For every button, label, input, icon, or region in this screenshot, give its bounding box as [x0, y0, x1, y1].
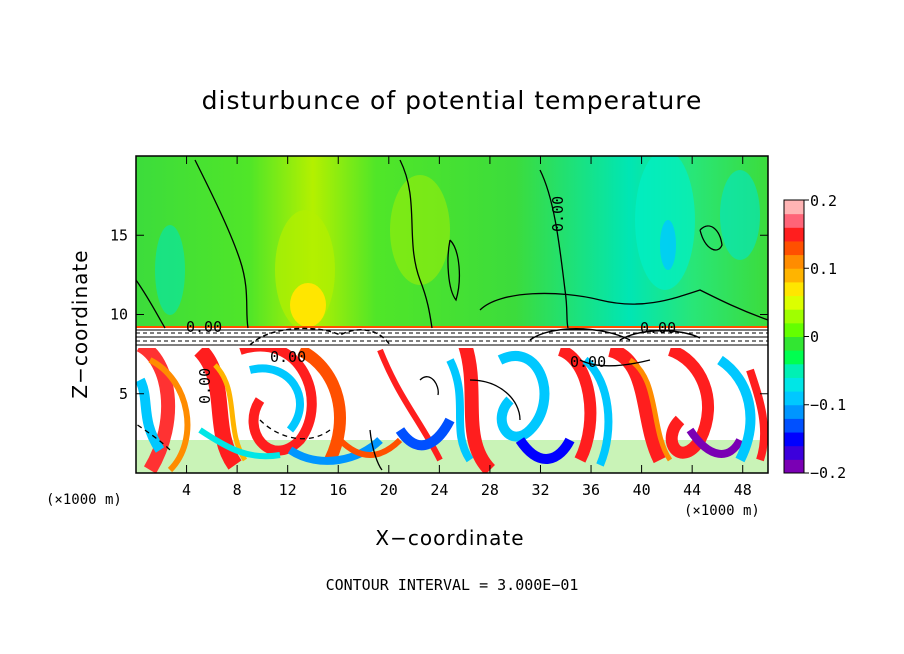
field-lower — [136, 328, 768, 473]
colorbar-swatch — [784, 404, 804, 419]
x-tick-label: 40 — [633, 481, 651, 499]
x-axis: 4 8 12 16 20 24 28 32 36 40 44 48 — [182, 156, 752, 499]
colorbar-tick-label: −0.1 — [810, 396, 846, 414]
colorbar-swatch — [784, 322, 804, 337]
x-tick-label: 44 — [683, 481, 701, 499]
x-tick-label: 8 — [233, 481, 242, 499]
x-tick-label: 28 — [481, 481, 499, 499]
colorbar-swatch — [784, 432, 804, 447]
contour-label: 0.00 — [186, 318, 222, 336]
colorbar-labels: 0.2 0.1 0 −0.1 −0.2 — [810, 192, 846, 482]
colorbar-swatch — [784, 363, 804, 378]
contour-label-group: 0.00 0.00 0.00 0.00 0.00 0.00 — [186, 196, 676, 404]
chart-title: disturbunce of potential temperature — [201, 86, 703, 115]
colorbar-swatch — [784, 336, 804, 351]
x-tick-label: 4 — [182, 481, 191, 499]
colorbar-swatch — [784, 391, 804, 406]
contour-label: 0.00 — [270, 348, 306, 366]
x-tick-label: 12 — [279, 481, 297, 499]
x-unit-label: (×1000 m) — [684, 503, 760, 519]
colorbar-swatch — [784, 295, 804, 310]
x-tick-label: 32 — [531, 481, 549, 499]
colorbar-swatch — [784, 227, 804, 242]
colorbar-swatch — [784, 240, 804, 256]
colorbar-tick-label: 0 — [810, 328, 819, 346]
colorbar-swatch — [784, 377, 804, 392]
colorbar-tick-label: 0.2 — [810, 192, 837, 210]
x-axis-label: X−coordinate — [375, 526, 525, 550]
interface-layer — [136, 326, 768, 348]
contour-label: 0.00 — [640, 319, 676, 337]
colorbar-swatch — [784, 459, 804, 474]
colorbar-swatch — [784, 309, 804, 324]
colorbar-swatch — [784, 418, 804, 433]
contour-interval-text: CONTOUR INTERVAL = 3.000E−01 — [325, 576, 579, 594]
colorbar-tick-label: −0.2 — [810, 464, 846, 482]
y-tick-label: 10 — [110, 306, 128, 324]
z-unit-label: (×1000 m) — [46, 492, 122, 508]
colorbar-tick-label: 0.1 — [810, 260, 837, 278]
x-tick-label: 16 — [329, 481, 347, 499]
contour-label: 0.00 — [570, 353, 606, 371]
colorbar-swatch — [784, 200, 804, 215]
field-upper — [136, 156, 768, 330]
contour-label: 0.00 — [196, 368, 214, 404]
y-axis-label: Z−coordinate — [68, 249, 92, 399]
colorbar-frame — [783, 199, 805, 474]
colorbar-swatch — [784, 445, 804, 460]
x-tick-label: 24 — [430, 481, 448, 499]
colorbar — [784, 199, 809, 474]
colorbar-swatch — [784, 254, 804, 269]
x-tick-label: 20 — [380, 481, 398, 499]
y-tick-label: 15 — [110, 226, 128, 244]
y-axis: 5 10 15 — [110, 226, 768, 403]
colorbar-swatch — [784, 350, 804, 365]
colorbar-swatch — [784, 268, 804, 283]
contour-lines — [136, 159, 768, 471]
y-tick-label: 5 — [119, 385, 128, 403]
colorbar-swatch — [784, 213, 804, 228]
colorbar-swatch — [784, 281, 804, 297]
x-tick-label: 48 — [734, 481, 752, 499]
x-tick-label: 36 — [582, 481, 600, 499]
contour-label: 0.00 — [549, 196, 567, 232]
